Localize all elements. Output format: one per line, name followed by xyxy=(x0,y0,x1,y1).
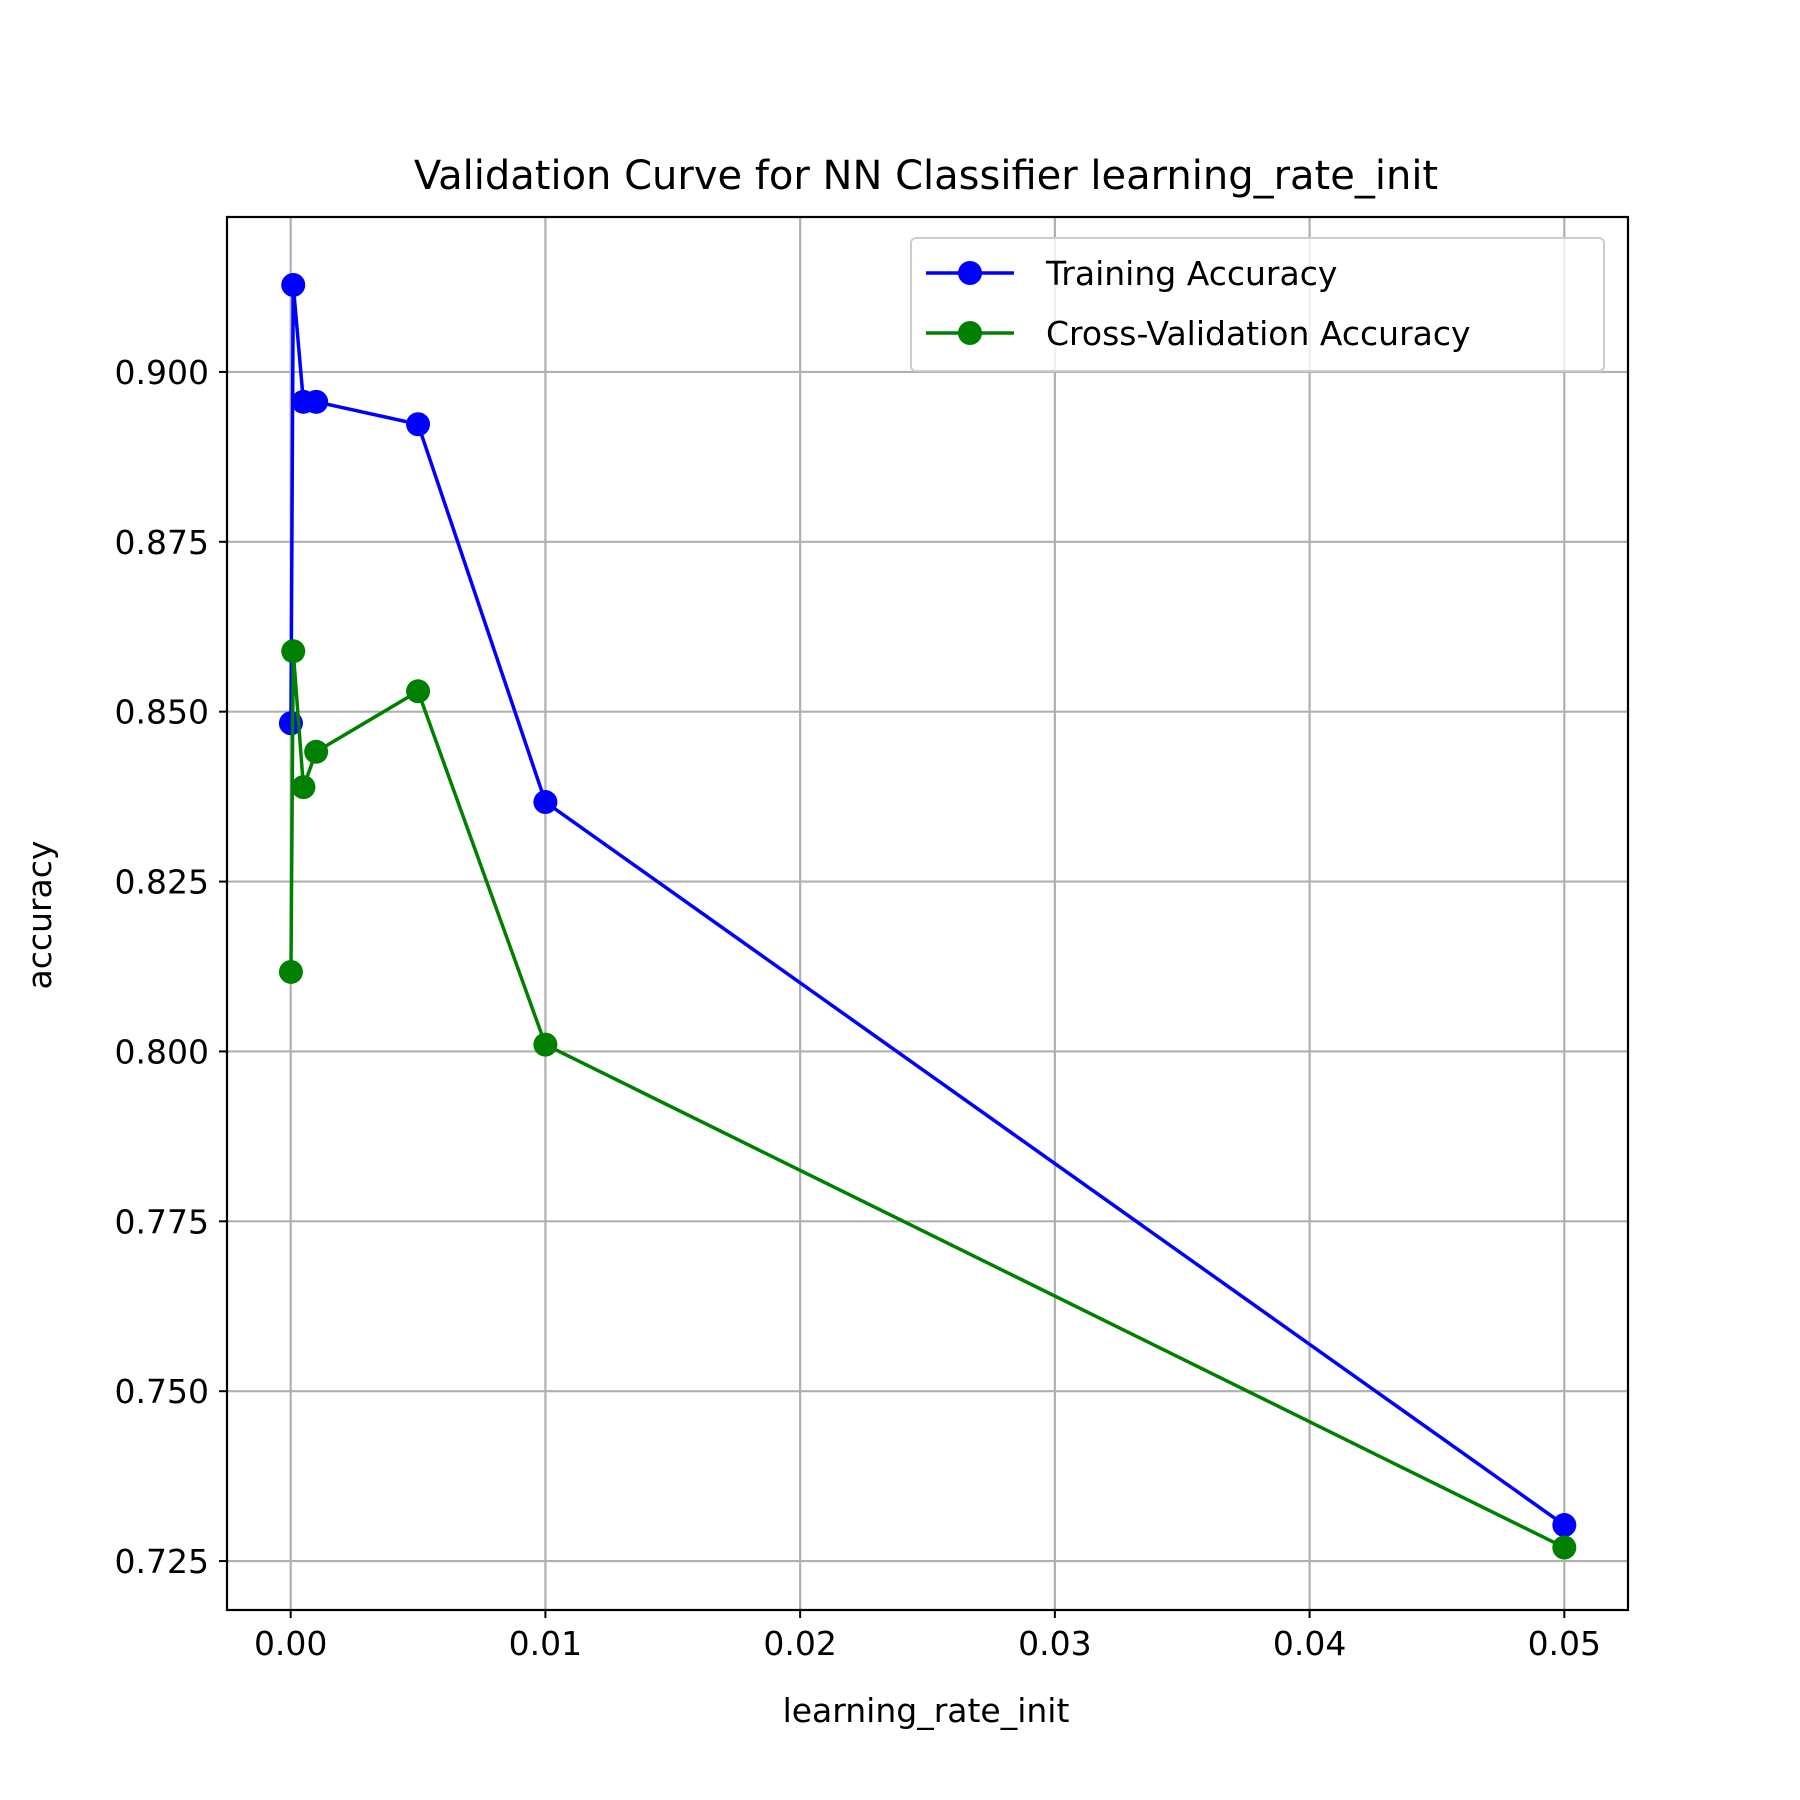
x-tick-label: 0.02 xyxy=(763,1624,836,1663)
x-tick-label: 0.05 xyxy=(1528,1624,1601,1663)
data-point xyxy=(533,790,558,815)
series-cross-validation-accuracy xyxy=(278,639,1577,1560)
data-point xyxy=(304,739,329,764)
data-point xyxy=(278,959,303,984)
legend-items: Training Accuracy Cross-Validation Accura… xyxy=(926,254,1471,353)
legend-box xyxy=(910,237,1605,372)
data-point xyxy=(533,1032,558,1057)
data-point xyxy=(291,775,316,800)
legend-label: Training Accuracy xyxy=(1045,254,1337,293)
x-tick-label: 0.01 xyxy=(509,1624,582,1663)
series-training-accuracy xyxy=(278,272,1577,1538)
data-point xyxy=(1552,1535,1577,1560)
y-tick-label: 0.900 xyxy=(115,353,209,392)
legend-entry: Cross-Validation Accuracy xyxy=(926,314,1471,353)
y-axis-label: accuracy xyxy=(20,841,59,990)
y-tick-label: 0.825 xyxy=(115,863,209,902)
x-tick-label: 0.03 xyxy=(1018,1624,1091,1663)
legend-entry: Training Accuracy xyxy=(926,254,1337,293)
y-tick-label: 0.775 xyxy=(115,1202,209,1241)
x-tick-label: 0.04 xyxy=(1273,1624,1346,1663)
data-point xyxy=(304,389,329,414)
y-tick-label: 0.750 xyxy=(115,1372,209,1411)
series-layer xyxy=(278,272,1577,1560)
data-point xyxy=(1552,1513,1577,1538)
data-point xyxy=(281,639,306,664)
x-tick-label: 0.00 xyxy=(254,1624,327,1663)
y-tick-label: 0.800 xyxy=(115,1032,209,1071)
data-point xyxy=(281,272,306,297)
x-axis-label: learning_rate_init xyxy=(783,1691,1070,1730)
y-tick-label: 0.850 xyxy=(115,693,209,732)
data-point xyxy=(406,412,431,437)
data-point xyxy=(406,679,431,704)
y-tick-label: 0.725 xyxy=(115,1542,209,1581)
legend-label: Cross-Validation Accuracy xyxy=(1046,314,1471,353)
chart-title: Validation Curve for NN Classifier learn… xyxy=(414,153,1438,199)
legend-marker xyxy=(958,261,982,285)
ticks: 0.00 0.01 0.02 0.03 0.04 0.05 0.725 0.750 0.775 0… xyxy=(115,353,1602,1663)
y-tick-label: 0.875 xyxy=(115,523,209,562)
plot-frame xyxy=(225,215,1630,1612)
legend: Training Accuracy Cross-Validation Accura… xyxy=(910,237,1605,372)
legend-marker xyxy=(958,321,982,345)
